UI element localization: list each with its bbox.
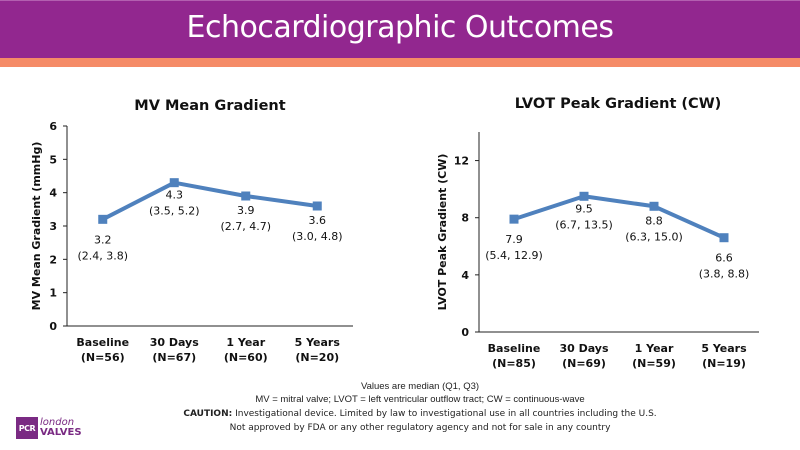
chart1-data-label-value: 3.9 <box>237 204 255 217</box>
chart1-data-point <box>98 214 108 224</box>
chart2-data-label-value: 6.6 <box>715 252 733 265</box>
chart1-y-tick-label: 3 <box>49 220 57 233</box>
chart1-y-axis-title: MV Mean Gradient (mmHg) <box>30 142 43 311</box>
chart1-x-tick-n-label: (N=67) <box>152 351 196 364</box>
chart2-data-label-iqr: (6.3, 15.0) <box>625 230 683 243</box>
chart1-x-tick-n-label: (N=56) <box>81 351 125 364</box>
page-title: Echocardiographic Outcomes <box>186 10 614 45</box>
chart1-data-label-iqr: (2.4, 3.8) <box>77 249 128 262</box>
chart1-data-label-value: 3.6 <box>309 214 327 227</box>
chart1-x-tick-n-label: (N=20) <box>295 351 339 364</box>
chart2-y-tick-label: 12 <box>454 155 469 168</box>
chart1-data-label-value: 4.3 <box>166 189 184 202</box>
footnote-median: Values are median (Q1, Q3) <box>360 381 480 392</box>
chart1-y-tick-label: 6 <box>49 120 57 133</box>
chart2-series-line <box>513 194 725 240</box>
chart1-x-tick-label: 1 Year <box>226 336 265 349</box>
pcr-london-valves-logo: PCR london VALVES <box>16 417 82 439</box>
chart1-series-line <box>101 180 318 222</box>
chart2-title: LVOT Peak Gradient (CW) <box>515 96 722 112</box>
accent-bar <box>0 58 800 67</box>
chart1-x-tick-label: 5 Years <box>295 336 341 349</box>
chart2-data-point <box>579 191 589 201</box>
caution-label: CAUTION: <box>183 409 233 419</box>
logo-valves: VALVES <box>40 427 82 438</box>
chart1-data-label-value: 3.2 <box>94 233 112 246</box>
chart1-data-label-iqr: (3.5, 5.2) <box>149 205 200 218</box>
title-bar: Echocardiographic Outcomes <box>0 0 800 58</box>
chart2-y-tick-label: 8 <box>461 212 469 225</box>
chart2-x-tick-n-label: (N=69) <box>562 357 606 370</box>
chart2-data-label-value: 9.5 <box>575 202 593 215</box>
caution-text: Investigational device. Limited by law t… <box>232 409 657 419</box>
chart2-data-point <box>719 233 729 243</box>
chart2-x-tick-n-label: (N=85) <box>492 357 536 370</box>
chart2-y-axis-title: LVOT Peak Gradient (CW) <box>436 154 449 311</box>
chart2-data-label-value: 7.9 <box>505 233 523 246</box>
chart1-y-tick-label: 2 <box>49 253 57 266</box>
chart1-data-point <box>241 191 251 201</box>
chart2-data-label-value: 8.8 <box>645 214 663 227</box>
chart2-x-tick-label: Baseline <box>488 342 541 355</box>
chart2-x-tick-n-label: (N=19) <box>702 357 746 370</box>
chart2-data-point <box>649 201 659 211</box>
chart1-data-point <box>169 178 179 188</box>
logo-text: london VALVES <box>40 418 82 438</box>
chart2-x-tick-label: 1 Year <box>635 342 674 355</box>
chart2-y-tick-label: 4 <box>461 269 469 282</box>
chart2-y-tick-label: 0 <box>461 326 469 339</box>
chart2-data-label-iqr: (3.8, 8.8) <box>699 268 750 281</box>
chart2-x-tick-label: 5 Years <box>701 342 747 355</box>
chart2-data-label-iqr: (6.7, 13.5) <box>555 218 613 231</box>
footnote-caution: CAUTION: Investigational device. Limited… <box>110 409 730 419</box>
chart1-y-tick-label: 1 <box>49 287 57 300</box>
chart1-data-label-iqr: (2.7, 4.7) <box>220 220 271 233</box>
chart2-data-point <box>509 214 519 224</box>
logo-box: PCR <box>16 417 38 439</box>
chart1-title: MV Mean Gradient <box>134 98 285 114</box>
chart1-data-label-iqr: (3.0, 4.8) <box>292 230 343 243</box>
chart1-x-tick-label: Baseline <box>76 336 129 349</box>
chart2-x-tick-label: 30 Days <box>559 342 609 355</box>
chart1-y-tick-label: 5 <box>49 153 57 166</box>
chart2-data-label-iqr: (5.4, 12.9) <box>485 249 543 262</box>
chart2-x-tick-n-label: (N=59) <box>632 357 676 370</box>
logo-london: london <box>40 417 75 428</box>
footnote-fda: Not approved by FDA or any other regulat… <box>229 423 611 433</box>
chart1-y-tick-label: 4 <box>49 187 57 200</box>
chart1-x-tick-label: 30 Days <box>150 336 200 349</box>
chart1-y-tick-label: 0 <box>49 320 57 333</box>
footnote-abbreviations: MV = mitral valve; LVOT = left ventricul… <box>255 394 585 405</box>
chart1-x-tick-n-label: (N=60) <box>224 351 268 364</box>
chart1-data-point <box>312 201 322 211</box>
